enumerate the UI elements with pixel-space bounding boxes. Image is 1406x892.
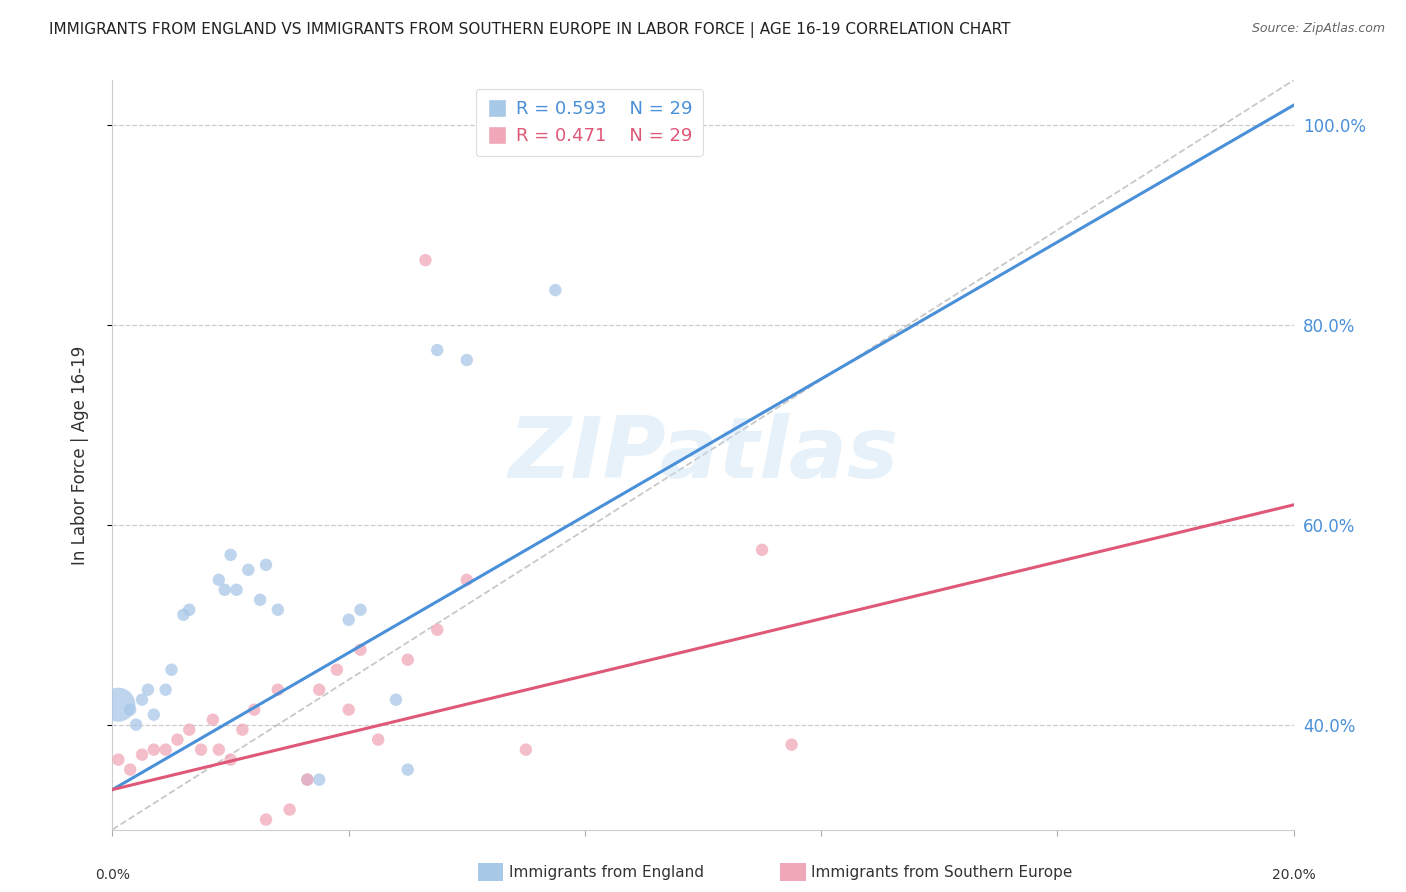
Point xyxy=(219,548,242,562)
Point xyxy=(179,603,201,617)
Point xyxy=(515,742,537,756)
Text: 20.0%: 20.0% xyxy=(1271,869,1316,882)
Legend: R = 0.593    N = 29, R = 0.471    N = 29: R = 0.593 N = 29, R = 0.471 N = 29 xyxy=(475,89,703,156)
Point xyxy=(662,118,685,132)
Point xyxy=(238,563,260,577)
Point xyxy=(415,253,437,268)
Point xyxy=(426,623,449,637)
Point xyxy=(125,717,148,731)
Point xyxy=(131,747,153,762)
Point xyxy=(172,607,194,622)
Point xyxy=(231,723,253,737)
Point xyxy=(219,753,242,767)
Point xyxy=(120,763,142,777)
Point xyxy=(243,703,266,717)
Point xyxy=(254,813,277,827)
Text: Immigrants from England: Immigrants from England xyxy=(509,865,704,880)
Point xyxy=(142,742,165,756)
Text: Source: ZipAtlas.com: Source: ZipAtlas.com xyxy=(1251,22,1385,36)
Point xyxy=(267,682,290,697)
Point xyxy=(208,742,231,756)
Point xyxy=(633,118,655,132)
Point xyxy=(155,742,177,756)
Point xyxy=(208,573,231,587)
Point xyxy=(120,703,142,717)
Point xyxy=(155,682,177,697)
Point xyxy=(337,613,360,627)
Point xyxy=(780,738,803,752)
Point xyxy=(278,803,301,817)
Point xyxy=(142,707,165,722)
Point xyxy=(751,542,773,557)
Point xyxy=(190,742,212,756)
Point xyxy=(254,558,277,572)
Point xyxy=(456,573,478,587)
Point xyxy=(396,653,419,667)
Point xyxy=(179,723,201,737)
Point xyxy=(107,698,129,712)
Point xyxy=(367,732,389,747)
Point xyxy=(396,763,419,777)
Point xyxy=(131,692,153,706)
Point xyxy=(249,592,271,607)
Text: 0.0%: 0.0% xyxy=(96,869,129,882)
Point xyxy=(267,603,290,617)
Text: ZIPatlas: ZIPatlas xyxy=(508,413,898,497)
Y-axis label: In Labor Force | Age 16-19: In Labor Force | Age 16-19 xyxy=(70,345,89,565)
Point xyxy=(349,642,371,657)
Point xyxy=(337,703,360,717)
Point xyxy=(308,682,330,697)
Point xyxy=(107,753,129,767)
Point xyxy=(456,353,478,368)
Point xyxy=(201,713,224,727)
Point xyxy=(166,732,188,747)
Point xyxy=(297,772,319,787)
Point xyxy=(326,663,349,677)
Point xyxy=(160,663,183,677)
Text: Immigrants from Southern Europe: Immigrants from Southern Europe xyxy=(811,865,1073,880)
Point xyxy=(225,582,247,597)
Point xyxy=(297,772,319,787)
Point xyxy=(385,692,408,706)
Point xyxy=(426,343,449,357)
Point xyxy=(349,603,371,617)
Text: IMMIGRANTS FROM ENGLAND VS IMMIGRANTS FROM SOUTHERN EUROPE IN LABOR FORCE | AGE : IMMIGRANTS FROM ENGLAND VS IMMIGRANTS FR… xyxy=(49,22,1011,38)
Point xyxy=(214,582,236,597)
Point xyxy=(544,283,567,297)
Point xyxy=(308,772,330,787)
Point xyxy=(136,682,159,697)
